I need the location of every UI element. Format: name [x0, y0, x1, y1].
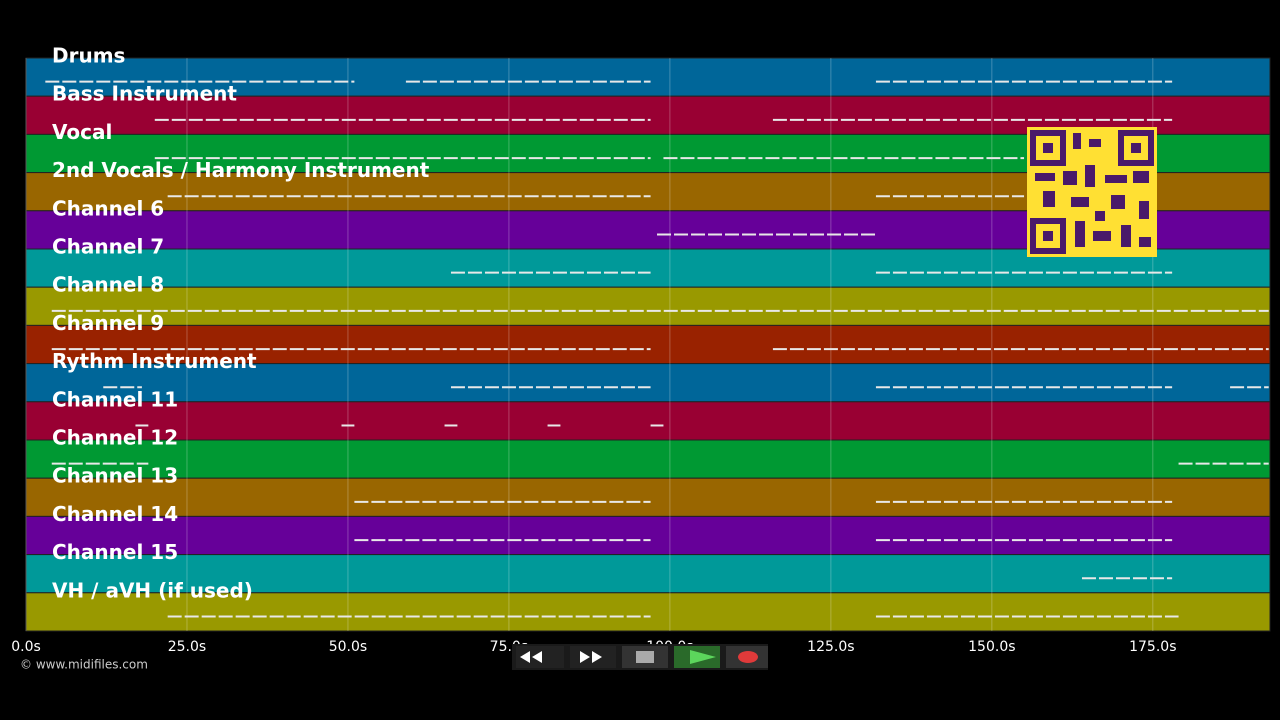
track-label: Channel 7 [52, 235, 164, 259]
x-tick-label: 0.0s [11, 639, 41, 655]
track-row [25, 477, 1271, 517]
forward-button[interactable] [570, 646, 616, 668]
x-tick-label: 50.0s [329, 639, 367, 655]
track-row [25, 401, 1271, 441]
qr-code [1027, 127, 1157, 257]
track-row [25, 554, 1271, 594]
x-tick-label: 150.0s [968, 639, 1015, 655]
track-label: Rythm Instrument [52, 349, 257, 373]
track-label: Channel 12 [52, 426, 178, 450]
track-row [25, 57, 1271, 97]
x-tick-label: 25.0s [168, 639, 206, 655]
track-row [25, 363, 1271, 403]
track-label: Channel 8 [52, 273, 164, 297]
track-label: Channel 13 [52, 464, 178, 488]
record-button[interactable] [726, 646, 768, 668]
track-row [25, 324, 1271, 365]
track-row [25, 592, 1271, 632]
track-labels: Drums Bass Instrument Vocal 2nd Vocals / Ha… [52, 44, 430, 603]
grid [25, 58, 1154, 631]
copyright: © www.midifiles.com [20, 658, 148, 672]
x-tick-label: 125.0s [807, 639, 854, 655]
transport-controls [512, 644, 768, 670]
track-label: Channel 14 [52, 502, 178, 526]
track-label: Bass Instrument [52, 82, 237, 106]
track-label: Channel 11 [52, 387, 178, 411]
stop-button[interactable] [622, 646, 668, 668]
track-row [25, 286, 1271, 326]
track-label: Channel 6 [52, 196, 164, 220]
notes [45, 80, 1269, 618]
track-label: 2nd Vocals / Harmony Instrument [52, 158, 430, 182]
x-tick-label: 175.0s [1129, 639, 1176, 655]
track-label: VH / aVH (if used) [52, 578, 253, 602]
track-label: Vocal [52, 120, 112, 144]
track-label: Channel 9 [52, 311, 164, 335]
play-button[interactable] [674, 646, 720, 668]
rewind-button[interactable] [516, 646, 564, 668]
track-label: Drums [52, 44, 125, 68]
track-row [25, 515, 1271, 556]
track-row [25, 439, 1271, 479]
track-label: Channel 15 [52, 540, 178, 564]
